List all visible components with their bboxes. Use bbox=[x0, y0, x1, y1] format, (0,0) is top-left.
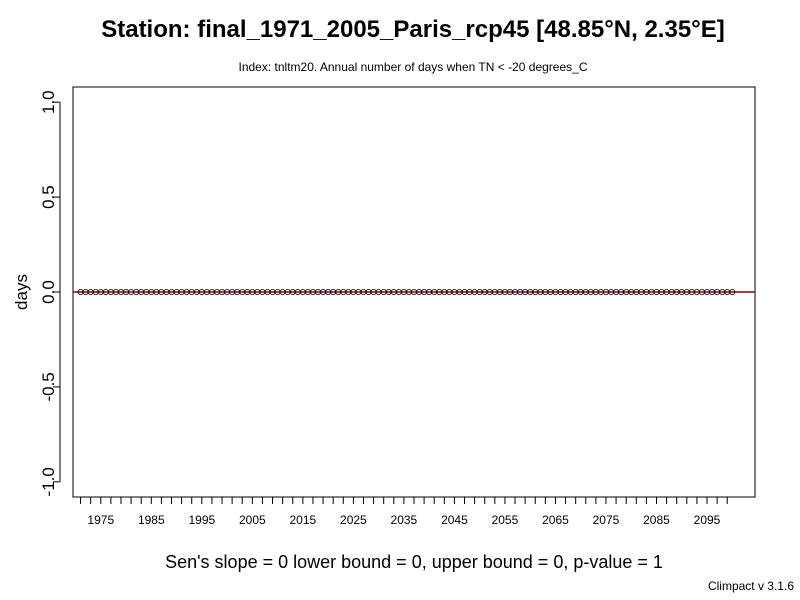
data-points bbox=[77, 288, 736, 295]
y-tick-label: 0.5 bbox=[39, 185, 58, 209]
x-tick-label: 2005 bbox=[239, 513, 266, 527]
x-tick-label: 2045 bbox=[441, 513, 468, 527]
y-tick-label: 0.0 bbox=[39, 280, 58, 304]
data-point bbox=[729, 288, 736, 295]
x-tick-label: 1995 bbox=[188, 513, 215, 527]
x-tick-label: 2075 bbox=[593, 513, 620, 527]
y-axis-label: days bbox=[12, 274, 31, 310]
y-tick-label: -0.5 bbox=[39, 372, 58, 401]
chart-subtitle: Index: tnltm20. Annual number of days wh… bbox=[239, 60, 588, 74]
x-axis: 1975 1985 1995 2005 2015 2025 2035 2045 2055 2065… bbox=[80, 496, 728, 527]
x-tick-label: 2055 bbox=[492, 513, 519, 527]
x-tick-label: 2085 bbox=[643, 513, 670, 527]
x-tick-label: 2065 bbox=[542, 513, 569, 527]
trend-statistics: Sen's slope = 0 lower bound = 0, upper b… bbox=[165, 552, 663, 572]
x-tick-label: 2095 bbox=[694, 513, 721, 527]
chart-title: Station: final_1971_2005_Paris_rcp45 [48… bbox=[101, 16, 725, 43]
x-tick-label: 2025 bbox=[340, 513, 367, 527]
software-credit: Climpact v 3.1.6 bbox=[708, 579, 794, 593]
x-tick-label: 1985 bbox=[138, 513, 165, 527]
y-tick-label: -1.0 bbox=[39, 467, 58, 496]
y-tick-label: 1.0 bbox=[39, 90, 58, 114]
x-tick-label: 1975 bbox=[87, 513, 114, 527]
x-tick-label: 2035 bbox=[391, 513, 418, 527]
y-axis: 1.0 0.5 0.0 -0.5 -1.0 bbox=[39, 90, 61, 496]
x-tick-label: 2015 bbox=[290, 513, 317, 527]
